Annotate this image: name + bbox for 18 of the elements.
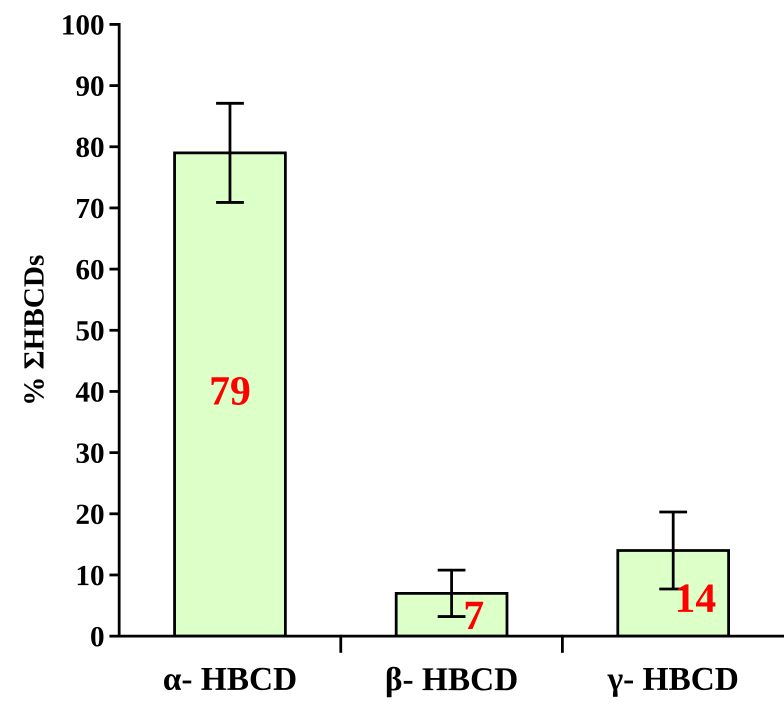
data-label: 79 [212, 376, 250, 405]
y-tick-label: 0 [91, 626, 104, 647]
y-tick-label: 50 [76, 321, 104, 341]
x-tick-label: β- HBCD [386, 666, 517, 698]
y-tick-label: 90 [76, 76, 104, 96]
y-axis-title: % ΣHBCDs [24, 255, 44, 403]
y-tick-label: 60 [76, 260, 104, 280]
data-label: 7 [466, 602, 484, 630]
y-tick-label: 40 [76, 382, 104, 402]
data-label: 14 [678, 584, 716, 612]
y-tick-label: 10 [78, 566, 104, 586]
y-tick-label: 30 [76, 443, 104, 464]
x-tick-label: α- HBCD [164, 668, 296, 690]
y-tick-label: 100 [63, 15, 104, 35]
x-tick-label: γ- HBCD [607, 668, 738, 697]
y-tick-label: 70 [77, 198, 104, 218]
y-tick-label: 20 [76, 504, 104, 524]
y-tick-label: 80 [76, 137, 104, 158]
